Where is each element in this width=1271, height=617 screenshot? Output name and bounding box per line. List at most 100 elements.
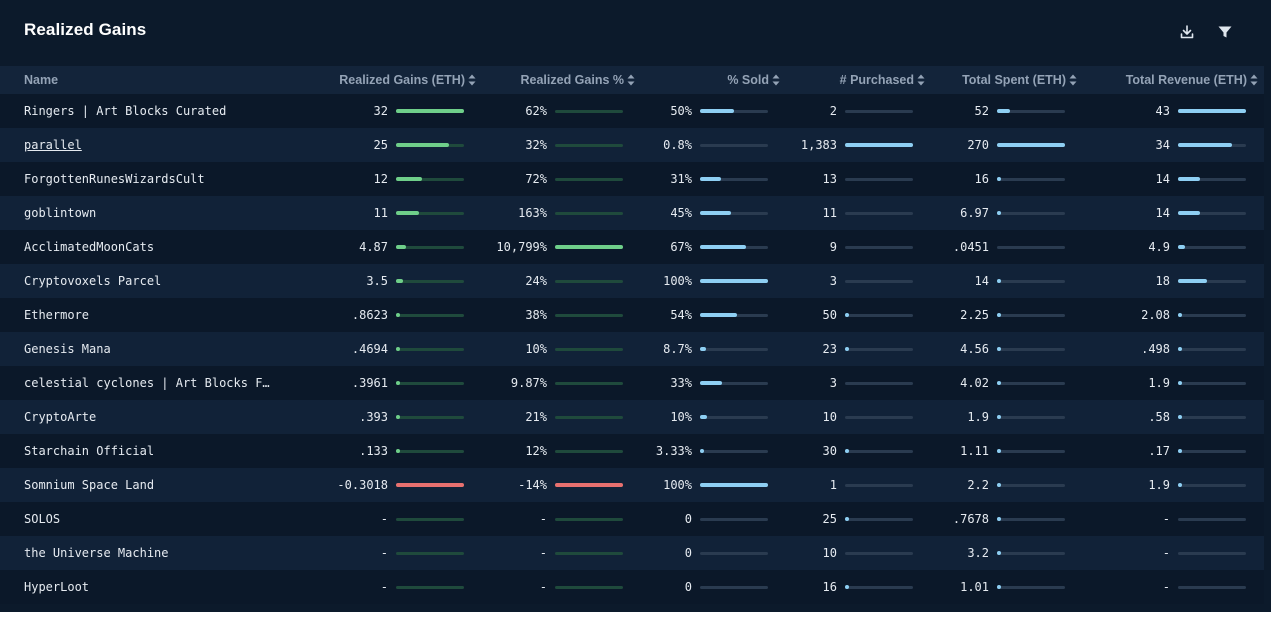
- sold-cell: 8.7%: [641, 332, 786, 366]
- revenue-bar-fill: [1178, 279, 1207, 283]
- gains-value: .133: [359, 444, 388, 458]
- sold-bar: [700, 313, 768, 317]
- gains-pct-value: 24%: [525, 274, 547, 288]
- column-header-realized-gains[interactable]: Realized Gains (ETH): [298, 66, 482, 94]
- gains-pct-value: -: [539, 580, 547, 594]
- column-header-name[interactable]: Name: [24, 73, 59, 87]
- table-row[interactable]: SOLOS - - 0 25 .7678 -: [0, 502, 1264, 536]
- purchased-cell: 1,383: [786, 128, 931, 162]
- spent-bar-fill: [997, 483, 1001, 487]
- spent-cell-content: 1.11: [931, 444, 1083, 458]
- purchased-bar: [845, 279, 913, 283]
- collection-name-link[interactable]: parallel: [24, 138, 82, 152]
- table-row[interactable]: AcclimatedMoonCats 4.87 10,799% 67% 9 .0451 4.…: [0, 230, 1264, 264]
- table-row[interactable]: Ethermore .8623 38% 54% 50 2.25 2.08: [0, 298, 1264, 332]
- table-row[interactable]: Genesis Mana .4694 10% 8.7% 23 4.56 .498: [0, 332, 1264, 366]
- spent-bar-fill: [997, 415, 1001, 419]
- collection-name-cell: AcclimatedMoonCats: [0, 230, 298, 264]
- purchased-cell: 23: [786, 332, 931, 366]
- table-row[interactable]: Starchain Official .133 12% 3.33% 30 1.11 .17: [0, 434, 1264, 468]
- gains-cell: -: [298, 502, 482, 536]
- filter-button[interactable]: [1215, 22, 1235, 42]
- gains-bar-fill: [396, 381, 400, 385]
- purchased-value: 25: [822, 512, 837, 526]
- gains-bar-fill: [396, 279, 403, 283]
- gains-pct-cell-content: 24%: [482, 274, 641, 288]
- gains-pct-value: -14%: [518, 478, 547, 492]
- purchased-value: 30: [822, 444, 837, 458]
- spent-cell-content: 4.56: [931, 342, 1083, 356]
- gains-pct-value: 72%: [525, 172, 547, 186]
- table-row[interactable]: Somnium Space Land -0.3018 -14% 100% 1 2.2 1.9: [0, 468, 1264, 502]
- gains-pct-bar: [555, 551, 623, 555]
- gains-pct-value: 10,799%: [496, 240, 547, 254]
- table-row[interactable]: HyperLoot - - 0 16 1.01 -: [0, 570, 1264, 604]
- spent-value: 4.02: [960, 376, 989, 390]
- revenue-bar: [1178, 245, 1246, 249]
- gains-value: 3.5: [366, 274, 388, 288]
- spent-cell-content: 1.01: [931, 580, 1083, 594]
- purchased-cell-content: 1,383: [786, 138, 931, 152]
- column-header-total-revenue[interactable]: Total Revenue (ETH): [1083, 66, 1264, 94]
- table-row[interactable]: Ringers | Art Blocks Curated 32 62% 50% 2 52 4…: [0, 94, 1264, 128]
- revenue-bar: [1178, 143, 1246, 147]
- spent-value: 3.2: [967, 546, 989, 560]
- spent-cell-content: .0451: [931, 240, 1083, 254]
- table-row[interactable]: goblintown 11 163% 45% 11 6.97 14: [0, 196, 1264, 230]
- spent-bar: [997, 177, 1065, 181]
- table-row[interactable]: Cryptovoxels Parcel 3.5 24% 100% 3 14 18: [0, 264, 1264, 298]
- gains-value: .3961: [351, 376, 388, 390]
- gains-value: .4694: [351, 342, 388, 356]
- gains-pct-cell: 62%: [482, 94, 641, 128]
- gains-pct-value: 12%: [525, 444, 547, 458]
- sold-value: 100%: [663, 274, 692, 288]
- purchased-cell-content: 25: [786, 512, 931, 526]
- revenue-value: 14: [1155, 172, 1170, 186]
- gains-pct-value: 38%: [525, 308, 547, 322]
- purchased-cell: 25: [786, 502, 931, 536]
- download-button[interactable]: [1177, 22, 1197, 42]
- table-row[interactable]: ForgottenRunesWizardsCult 12 72% 31% 13 16 14: [0, 162, 1264, 196]
- gains-pct-cell: 32%: [482, 128, 641, 162]
- gains-value: 12: [373, 172, 388, 186]
- collection-name-cell: CryptoArte: [0, 400, 298, 434]
- revenue-value: -: [1162, 512, 1170, 526]
- column-header-total-spent[interactable]: Total Spent (ETH): [931, 66, 1083, 94]
- table-row[interactable]: the Universe Machine - - 0 10 3.2 -: [0, 536, 1264, 570]
- spent-cell-content: 1.9: [931, 410, 1083, 424]
- gains-cell-content: 25: [298, 138, 482, 152]
- gains-bar: [396, 415, 464, 419]
- purchased-bar: [845, 109, 913, 113]
- sold-cell: 10%: [641, 400, 786, 434]
- revenue-cell: 43: [1083, 94, 1264, 128]
- purchased-value: 9: [829, 240, 837, 254]
- spent-value: 16: [974, 172, 989, 186]
- table-row[interactable]: parallel 25 32% 0.8% 1,383 270 34: [0, 128, 1264, 162]
- gains-value: -0.3018: [337, 478, 388, 492]
- gains-bar: [396, 279, 464, 283]
- column-header-realized-gains-pct[interactable]: Realized Gains %: [482, 66, 641, 94]
- gains-cell-content: 32: [298, 104, 482, 118]
- purchased-bar: [845, 245, 913, 249]
- gains-pct-bar: [555, 449, 623, 453]
- gains-pct-value: 62%: [525, 104, 547, 118]
- gains-bar: [396, 517, 464, 521]
- revenue-bar: [1178, 177, 1246, 181]
- collection-name-cell: Genesis Mana: [0, 332, 298, 366]
- gains-cell: -0.3018: [298, 468, 482, 502]
- table-row[interactable]: celestial cyclones | Art Blocks F… .3961 9…: [0, 366, 1264, 400]
- revenue-bar-fill: [1178, 143, 1232, 147]
- gains-pct-bar: [555, 245, 623, 249]
- collection-name-cell: celestial cyclones | Art Blocks F…: [0, 366, 298, 400]
- sold-cell-content: 33%: [641, 376, 786, 390]
- sold-value: 0.8%: [663, 138, 692, 152]
- revenue-cell: .17: [1083, 434, 1264, 468]
- gains-table: Name Realized Gains (ETH) Realized Gains…: [0, 66, 1264, 604]
- table-row[interactable]: CryptoArte .393 21% 10% 10 1.9 .58: [0, 400, 1264, 434]
- gains-pct-cell-content: -: [482, 546, 641, 560]
- column-header-purchased[interactable]: # Purchased: [786, 66, 931, 94]
- revenue-bar-fill: [1178, 245, 1185, 249]
- spent-value: 52: [974, 104, 989, 118]
- column-header-pct-sold[interactable]: % Sold: [641, 66, 786, 94]
- purchased-bar: [845, 177, 913, 181]
